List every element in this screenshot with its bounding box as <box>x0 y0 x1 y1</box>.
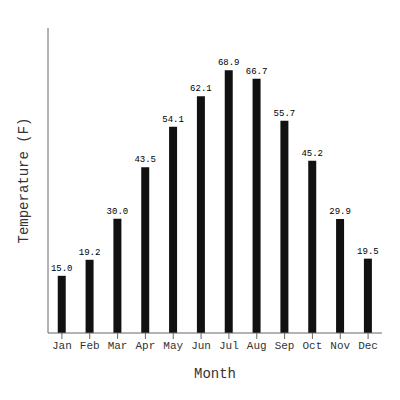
svg-text:43.5: 43.5 <box>134 155 156 165</box>
svg-text:Aug: Aug <box>247 340 267 352</box>
svg-text:66.7: 66.7 <box>246 67 268 77</box>
svg-text:15.0: 15.0 <box>51 264 73 274</box>
svg-text:Jul: Jul <box>219 340 239 352</box>
svg-text:Nov: Nov <box>330 340 350 352</box>
svg-text:29.9: 29.9 <box>329 207 351 217</box>
svg-text:30.0: 30.0 <box>107 207 129 217</box>
svg-text:55.7: 55.7 <box>274 109 296 119</box>
svg-text:Oct: Oct <box>303 340 323 352</box>
svg-text:19.2: 19.2 <box>79 248 101 258</box>
svg-text:Dec: Dec <box>358 340 378 352</box>
svg-text:19.5: 19.5 <box>357 247 379 257</box>
svg-text:Jun: Jun <box>191 340 211 352</box>
svg-text:68.9: 68.9 <box>218 58 240 68</box>
svg-text:Mar: Mar <box>108 340 128 352</box>
svg-text:45.2: 45.2 <box>301 149 323 159</box>
svg-text:62.1: 62.1 <box>190 84 212 94</box>
svg-text:Feb: Feb <box>80 340 100 352</box>
svg-text:Sep: Sep <box>275 340 295 352</box>
svg-text:May: May <box>163 340 183 352</box>
svg-text:Jan: Jan <box>52 340 72 352</box>
svg-text:Apr: Apr <box>136 340 156 352</box>
svg-text:54.1: 54.1 <box>162 115 184 125</box>
svg-text:Month: Month <box>194 366 236 382</box>
svg-text:Temperature (F): Temperature (F) <box>16 117 32 243</box>
